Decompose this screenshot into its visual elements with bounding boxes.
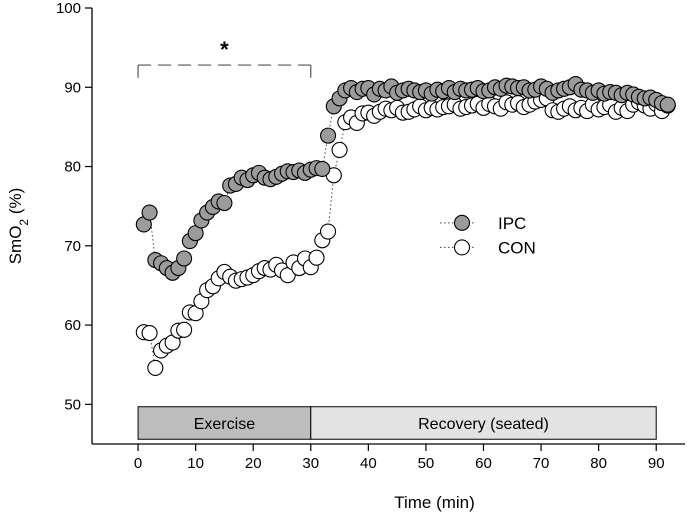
axes: 50 60 70 80 90 100 0 10 20 30 40 50 60 70 80 90 (56, 0, 685, 472)
y-tick-label: 90 (64, 79, 81, 96)
x-tick-label: 40 (360, 455, 377, 472)
x-tick-label: 20 (245, 455, 262, 472)
legend-marker-con (453, 239, 471, 256)
phase-label-exercise: Exercise (194, 416, 255, 433)
ipc-point (216, 194, 233, 212)
ipc-point (314, 160, 331, 177)
x-tick-label: 70 (533, 455, 550, 472)
con-point (141, 324, 158, 342)
con-point (308, 249, 325, 266)
con-series (135, 90, 676, 376)
y-tick-label: 50 (64, 396, 81, 413)
con-point (331, 141, 348, 158)
ipc-point (176, 250, 193, 267)
x-tick-label: 80 (590, 455, 607, 472)
legend-marker-ipc (453, 214, 471, 231)
con-point (147, 359, 164, 376)
x-tick-label: 0 (134, 455, 142, 472)
y-axis-title-subscript: 2 (17, 219, 31, 226)
ipc-point (319, 127, 337, 144)
phase-bar-recovery (310, 406, 657, 440)
x-tick-label: 10 (187, 455, 204, 472)
significance-bracket: * (137, 37, 312, 78)
y-axis-title-unit: (%) (6, 188, 25, 219)
x-tick-label: 90 (648, 455, 665, 472)
y-tick-label: 80 (64, 159, 81, 176)
con-line (143, 97, 669, 369)
y-tick-label: 100 (56, 0, 81, 17)
axis-labels: Time (min) SmO2 (%) (6, 188, 475, 512)
x-tick-label: 30 (302, 455, 319, 472)
y-axis-title-main: SmO (6, 226, 25, 265)
ipc-point (659, 96, 676, 113)
legend-label-con: CON (498, 238, 536, 257)
legend: IPC CON (440, 214, 536, 257)
y-tick-label: 60 (64, 317, 81, 334)
x-tick-label: 60 (475, 455, 492, 472)
ipc-point (141, 204, 158, 221)
legend-label-ipc: IPC (498, 214, 526, 233)
x-axis-title: Time (min) (394, 493, 475, 512)
x-tick-label: 50 (418, 455, 435, 472)
ipc-series (135, 76, 676, 281)
con-point (176, 321, 193, 338)
con-point (319, 223, 337, 240)
significance-star: * (220, 37, 229, 62)
phase-label-recovery: Recovery (seated) (418, 416, 549, 433)
y-tick-label: 70 (64, 238, 81, 255)
y-axis-title: SmO2 (%) (6, 188, 31, 265)
phase-bars: Exercise Recovery (seated) (137, 406, 657, 440)
